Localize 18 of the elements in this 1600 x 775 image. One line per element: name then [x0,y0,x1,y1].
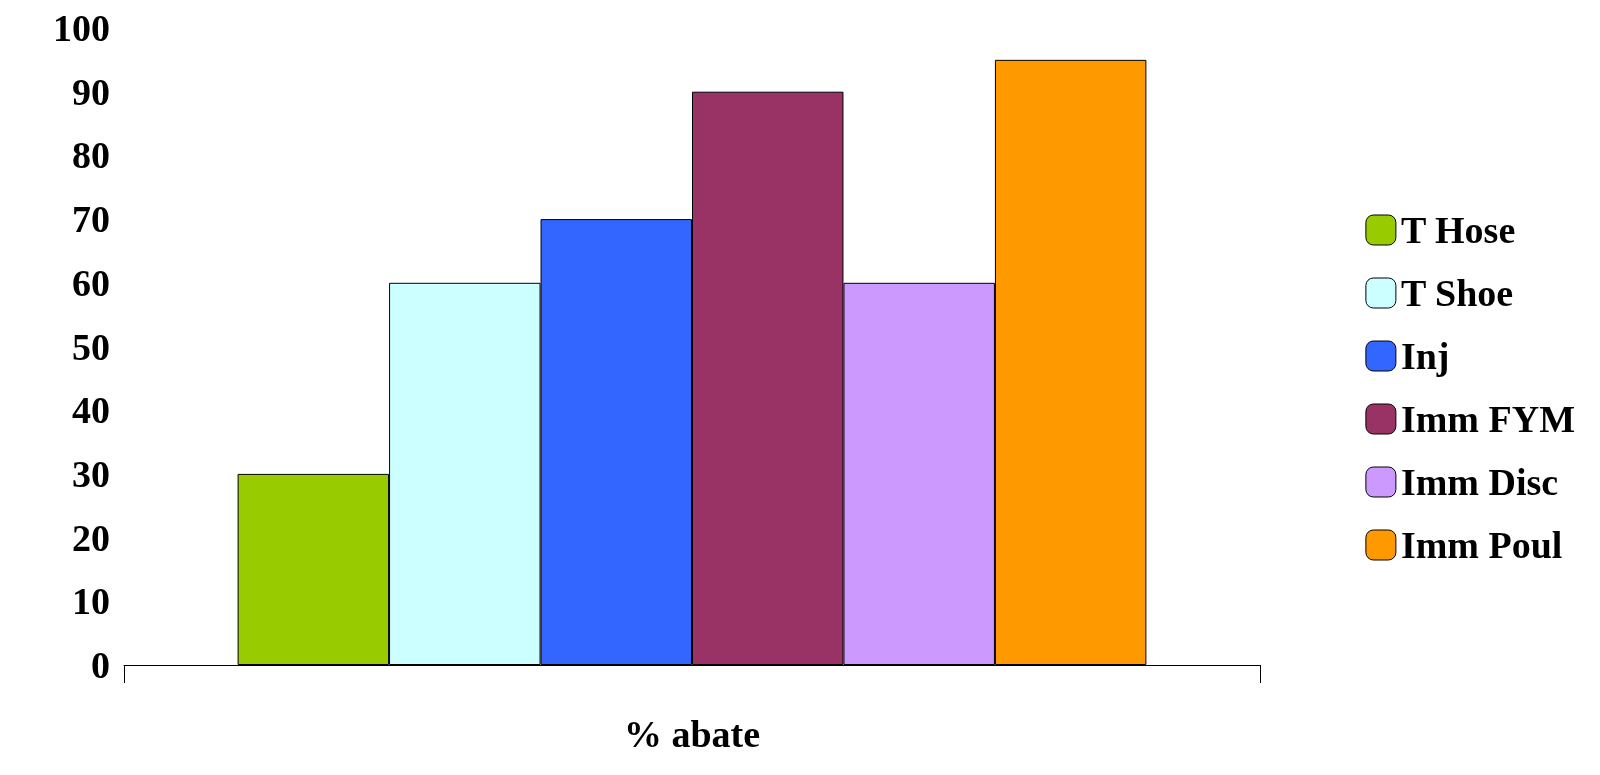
legend-label: Inj [1400,335,1450,377]
y-tick-label: 60 [72,261,110,304]
legend-label: T Hose [1400,209,1516,251]
y-tick-label: 50 [72,325,110,368]
y-tick-label: 80 [72,134,110,177]
y-tick-label: 0 [91,644,110,686]
legend-label: Imm Disc [1400,461,1559,503]
y-tick-label: 40 [72,389,110,432]
legend-label: T Shoe [1400,272,1514,314]
y-tick-label: 90 [72,70,110,113]
legend-label: Imm FYM [1400,398,1576,440]
y-tick-label: 10 [72,580,110,623]
y-tick-label: 100 [53,7,110,49]
y-tick-label: 30 [72,452,110,495]
legend-label: Imm Poul [1400,524,1563,566]
y-tick-label: 20 [72,516,110,559]
x-tick-label: % abate [623,713,761,755]
y-tick-label: 70 [72,198,110,241]
